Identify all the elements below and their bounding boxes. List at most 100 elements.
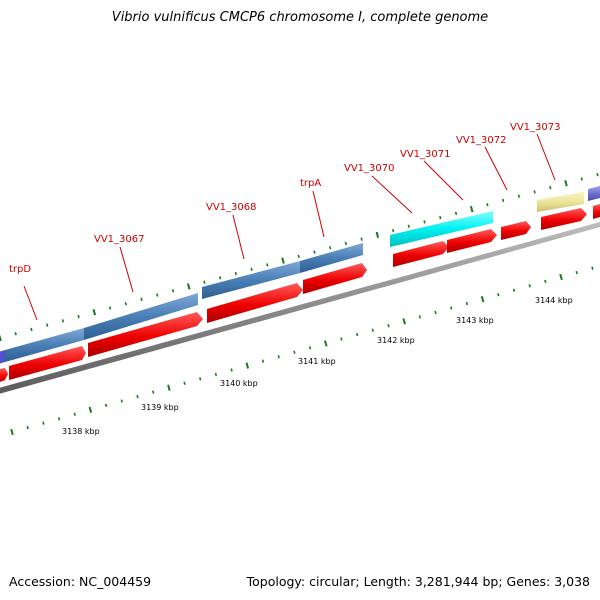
cds-arrow[interactable]: [0, 368, 8, 384]
callout-line: [312, 190, 325, 238]
scale-tick: [199, 377, 202, 381]
callout-line: [423, 160, 464, 201]
scale-tick: [450, 306, 453, 310]
scale-tick: [77, 314, 80, 319]
kbp-labels: 3138 kbp 3139 kbp 3140 kbp 3141 kbp 3142…: [62, 296, 573, 436]
scale-tick: [297, 254, 300, 259]
scale-tick: [30, 327, 33, 332]
scale-tick: [42, 421, 45, 425]
gene-label-trpd: trpD: [9, 264, 31, 275]
gene-callout-lines: [23, 133, 556, 321]
scale-tick: [73, 412, 76, 416]
scale-tick: [329, 246, 332, 250]
scale-tick: [423, 220, 426, 224]
scale-tick: [402, 318, 406, 325]
scale-tick: [0, 334, 2, 342]
scale-tick: [591, 266, 594, 270]
gene-label-vv1-3068: VV1_3068: [206, 202, 257, 213]
scale-tick: [46, 323, 49, 327]
gene-feature[interactable]: [5, 328, 84, 362]
scale-tick: [439, 216, 442, 220]
scale-tick: [323, 340, 328, 347]
gene-label-vv1-3070: VV1_3070: [344, 163, 395, 174]
gene-feature[interactable]: [390, 211, 493, 247]
kbp-label: 3138 kbp: [62, 427, 100, 436]
kbp-label: 3141 kbp: [298, 357, 336, 366]
scale-tick: [293, 350, 296, 354]
scale-tick: [92, 309, 97, 316]
scale-tick: [167, 384, 171, 391]
callout-line: [23, 285, 38, 321]
gene-feature[interactable]: [84, 293, 198, 340]
scale-tick: [10, 428, 14, 436]
scale-tick: [214, 372, 218, 377]
scale-tick: [575, 270, 578, 275]
scale-tick: [533, 190, 536, 194]
scale-tick: [277, 355, 280, 359]
gene-feature[interactable]: [300, 243, 363, 273]
scale-tick: [245, 362, 250, 369]
gene-label-vv1-3071: VV1_3071: [400, 149, 451, 160]
gene-feature[interactable]: [0, 350, 5, 365]
scale-tick: [186, 283, 191, 290]
scale-tick: [407, 224, 410, 228]
cds-arrow[interactable]: [447, 229, 497, 253]
scale-tick: [418, 315, 422, 319]
cds-arrow[interactable]: [393, 241, 449, 267]
scale-tick: [14, 332, 17, 336]
scale-tick: [218, 276, 222, 280]
scale-tick: [528, 284, 531, 288]
cds-arrow[interactable]: [541, 208, 587, 230]
scale-tick: [580, 177, 583, 181]
kbp-label: 3142 kbp: [377, 336, 415, 345]
genome-summary-text: Topology: circular; Length: 3,281,944 bp…: [246, 574, 590, 589]
map-title: Vibrio vulnificus CMCP6 chromosome I, co…: [111, 10, 489, 25]
scale-tick: [108, 306, 112, 310]
cds-arrow[interactable]: [207, 283, 303, 323]
scale-tick: [313, 250, 316, 254]
scale-tick: [152, 390, 155, 394]
cds-arrow[interactable]: [501, 221, 531, 240]
scale-tick: [512, 288, 516, 292]
scale-tick: [454, 211, 458, 216]
gene-feature[interactable]: [202, 261, 300, 299]
scale-tick: [497, 293, 500, 297]
gene-label-vv1-3073: VV1_3073: [510, 122, 561, 133]
scale-tick: [360, 237, 363, 241]
scale-tick: [120, 399, 123, 403]
cds-arrow[interactable]: [88, 312, 203, 357]
scale-tick: [544, 279, 547, 284]
callout-line: [232, 214, 245, 260]
gene-feature-track: [0, 186, 600, 365]
scale-tick: [136, 394, 139, 399]
gene-feature[interactable]: [588, 186, 600, 201]
callout-line: [484, 146, 508, 191]
cds-arrow[interactable]: [593, 204, 600, 219]
kbp-label: 3143 kbp: [456, 316, 494, 325]
scale-tick: [486, 203, 489, 207]
scale-tick: [480, 296, 485, 303]
scale-tick: [465, 301, 469, 306]
scale-tick: [104, 403, 108, 408]
scale-tick: [517, 194, 521, 198]
scale-tick: [355, 332, 359, 337]
scale-tick: [234, 271, 237, 276]
cds-arrow-track: [0, 204, 600, 384]
lower-tick-row: [10, 266, 594, 436]
scale-tick: [559, 273, 563, 281]
kbp-label: 3139 kbp: [141, 403, 179, 412]
scale-tick: [340, 337, 343, 341]
scale-tick: [391, 228, 395, 233]
gene-feature[interactable]: [537, 192, 584, 212]
scale-tick: [266, 263, 269, 267]
kbp-label: 3140 kbp: [220, 379, 258, 388]
scale-tick: [549, 185, 552, 190]
genome-backbone: [0, 222, 600, 394]
scale-tick: [387, 324, 390, 328]
scale-tick: [344, 241, 348, 246]
cds-arrow[interactable]: [9, 346, 86, 380]
scale-tick: [88, 406, 93, 413]
scale-tick: [261, 359, 265, 363]
cds-arrow[interactable]: [303, 263, 367, 294]
scale-tick: [156, 293, 159, 297]
